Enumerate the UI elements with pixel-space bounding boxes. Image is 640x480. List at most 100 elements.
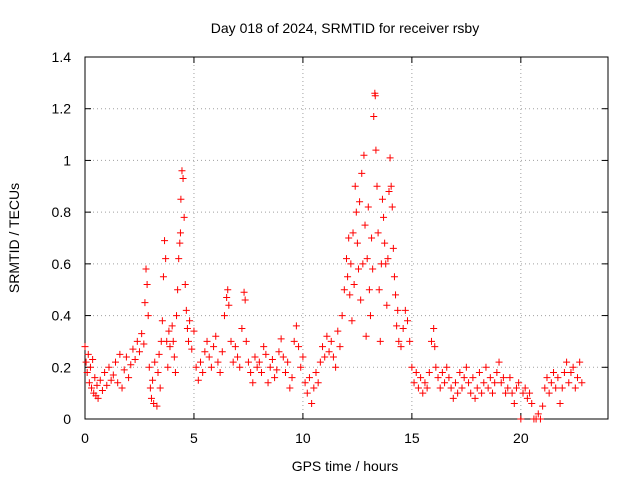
data-point: [484, 384, 492, 392]
data-point: [127, 361, 135, 369]
data-point: [534, 410, 542, 418]
data-point: [510, 399, 518, 407]
data-point: [486, 374, 494, 382]
data-points: [81, 89, 586, 423]
data-point: [284, 358, 292, 366]
data-point: [334, 327, 342, 335]
data-point: [382, 260, 390, 268]
data-point: [82, 358, 90, 366]
data-point: [447, 384, 455, 392]
data-point: [201, 348, 209, 356]
data-point: [251, 353, 259, 361]
y-tick-label: 0.4: [52, 308, 72, 324]
data-point: [399, 325, 407, 332]
data-point: [517, 415, 525, 423]
data-point: [275, 348, 283, 356]
data-point: [247, 368, 255, 376]
data-point: [445, 374, 453, 382]
data-point: [387, 182, 395, 190]
data-point: [347, 260, 355, 268]
y-tick-label: 0: [63, 411, 71, 427]
data-point: [114, 379, 122, 387]
data-point: [312, 368, 320, 376]
data-point: [258, 368, 266, 376]
data-point: [94, 394, 102, 402]
data-point: [295, 343, 303, 351]
data-point: [371, 92, 379, 100]
data-point: [224, 286, 232, 294]
data-point: [308, 399, 316, 407]
data-point: [350, 281, 358, 289]
data-point: [299, 353, 307, 361]
data-point: [303, 389, 311, 397]
data-point: [393, 322, 401, 330]
data-point: [178, 167, 186, 175]
data-point: [268, 356, 276, 364]
data-point: [327, 337, 335, 345]
data-point: [182, 306, 190, 314]
data-point: [177, 195, 185, 203]
data-point: [151, 358, 159, 366]
data-point: [504, 384, 512, 392]
data-point: [369, 265, 377, 273]
data-point: [170, 353, 178, 361]
data-point: [493, 368, 501, 376]
data-point: [85, 379, 93, 387]
data-point: [98, 387, 106, 395]
data-point: [539, 402, 547, 410]
data-point: [354, 265, 362, 273]
data-point: [162, 255, 170, 263]
data-point: [161, 237, 169, 245]
data-point: [255, 358, 263, 366]
y-axis-label: SRMTID / TECUs: [6, 183, 22, 293]
x-axis-label: GPS time / hours: [292, 458, 399, 474]
data-point: [144, 312, 152, 320]
y-tick-label: 1.2: [52, 101, 72, 117]
data-point: [171, 368, 179, 376]
data-point: [122, 353, 130, 361]
data-point: [89, 356, 97, 364]
data-point: [373, 182, 381, 190]
data-point: [238, 325, 246, 332]
data-point: [234, 353, 242, 361]
data-point: [340, 286, 348, 294]
data-point: [408, 363, 416, 371]
data-point: [93, 381, 101, 389]
data-point: [336, 343, 344, 351]
data-point: [554, 374, 562, 382]
data-point: [578, 379, 586, 387]
data-point: [271, 374, 279, 382]
data-point: [456, 368, 464, 376]
data-point: [362, 332, 370, 340]
data-point: [244, 358, 252, 366]
data-point: [431, 343, 439, 351]
y-tick-label: 0.8: [52, 204, 72, 220]
data-point: [279, 353, 287, 361]
data-point: [368, 234, 376, 242]
data-point: [196, 358, 204, 366]
data-point: [545, 389, 553, 397]
y-tick-label: 0.6: [52, 256, 72, 272]
data-point: [430, 325, 438, 332]
data-point: [489, 389, 497, 397]
data-point: [290, 337, 298, 345]
data-point: [131, 356, 139, 364]
data-point: [192, 363, 200, 371]
data-point: [281, 368, 289, 376]
data-point: [397, 343, 405, 351]
data-point: [249, 379, 257, 387]
data-point: [153, 402, 161, 410]
data-point: [319, 343, 327, 351]
data-point: [491, 379, 499, 387]
data-point: [205, 353, 213, 361]
data-point: [361, 221, 369, 229]
data-point: [332, 363, 340, 371]
data-point: [81, 343, 89, 351]
data-point: [156, 384, 164, 392]
data-point: [109, 371, 117, 379]
data-point: [310, 384, 318, 392]
data-point: [135, 348, 143, 356]
data-point: [176, 239, 184, 247]
data-point: [556, 399, 564, 407]
